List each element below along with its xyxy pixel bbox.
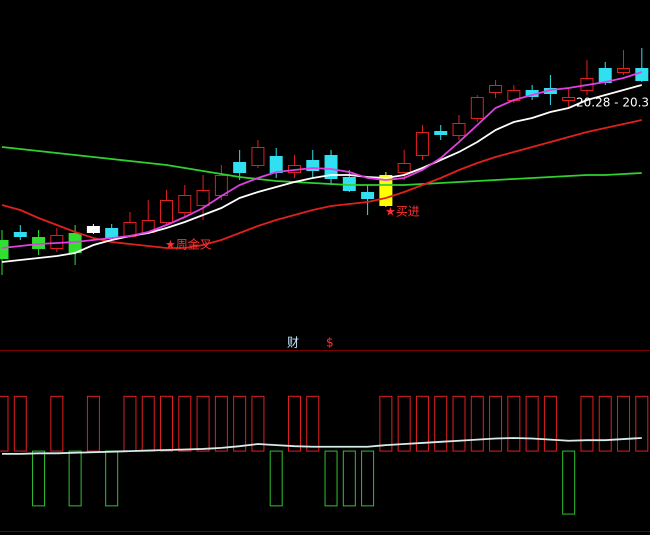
- indicator-bar: [617, 395, 631, 452]
- indicator-bar: [324, 450, 338, 507]
- indicator-bar: [251, 395, 265, 452]
- annotation: ★周金叉: [165, 237, 212, 252]
- candle-body: [0, 240, 9, 259]
- candle-body: [470, 97, 484, 119]
- indicator-bar: [287, 395, 301, 452]
- indicator-bar: [434, 395, 448, 452]
- indicator-bar: [306, 395, 320, 452]
- indicator-bar: [0, 395, 9, 452]
- candle-body: [324, 155, 338, 179]
- indicator-bar: [178, 395, 192, 452]
- candle-body: [269, 156, 283, 173]
- indicator-bar: [470, 395, 484, 452]
- indicator-bar: [233, 395, 247, 452]
- candle-body: [562, 97, 576, 101]
- candle-body: [178, 195, 192, 213]
- candle-body: [452, 123, 466, 136]
- moving-average-line: [1, 71, 643, 249]
- candle-body: [434, 131, 448, 135]
- indicator-bar: [452, 395, 466, 452]
- candle-body: [251, 147, 265, 166]
- indicator-bar: [269, 450, 283, 507]
- annotation: ★买进: [385, 205, 420, 219]
- candle-body: [489, 85, 503, 93]
- indicator-bar: [50, 395, 64, 452]
- price-label: 20.28 - 20.31: [576, 96, 650, 110]
- candle-body: [105, 228, 119, 238]
- indicator-bar: [32, 450, 46, 507]
- indicator-bar: [489, 395, 503, 452]
- indicator-bar: [86, 395, 100, 452]
- marker: $: [326, 336, 334, 350]
- candle-body: [86, 226, 100, 233]
- indicator-bar: [214, 395, 228, 452]
- candle-body: [160, 200, 174, 223]
- candle-body: [617, 68, 631, 73]
- indicator-bar: [580, 395, 594, 452]
- indicator-bar: [525, 395, 539, 452]
- candle-body: [361, 192, 375, 199]
- indicator-bar: [68, 450, 82, 507]
- candle-body: [196, 190, 210, 206]
- indicator-bar: [543, 395, 557, 452]
- candle-body: [415, 132, 429, 156]
- indicator-bar: [415, 395, 429, 452]
- indicator-bar: [562, 450, 576, 515]
- indicator-bar: [196, 395, 210, 452]
- indicator-bar: [507, 395, 521, 452]
- indicator-bar: [361, 450, 375, 507]
- moving-average-line: [1, 146, 642, 186]
- indicator-bar: [13, 395, 27, 452]
- indicator-bar: [160, 395, 174, 452]
- indicator-bar: [342, 450, 356, 507]
- candle-body: [306, 160, 320, 171]
- moving-average-line: [1, 84, 643, 263]
- marker: 财: [287, 336, 299, 350]
- indicator-bar: [635, 395, 649, 452]
- candle-body: [233, 162, 247, 173]
- indicator-bar: [598, 395, 612, 452]
- indicator-bar: [379, 395, 393, 452]
- candle-body: [635, 68, 649, 81]
- indicator-bar: [397, 395, 411, 452]
- moving-average-line: [2, 437, 642, 455]
- candle-body: [397, 163, 411, 173]
- candle-body: [13, 232, 27, 237]
